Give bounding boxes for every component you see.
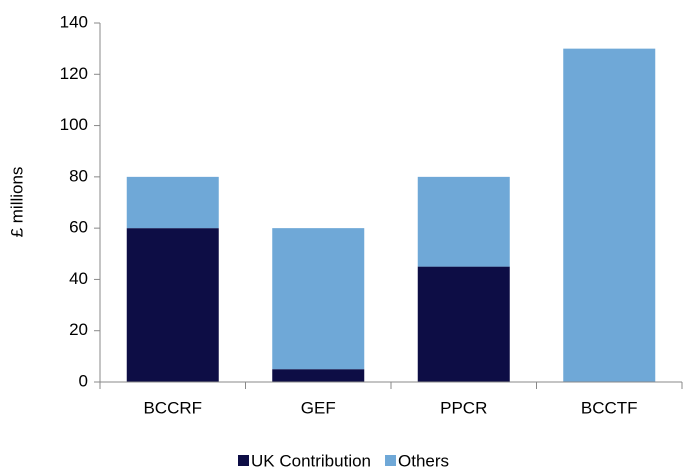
bar-segment (126, 176, 219, 229)
legend-swatch (385, 455, 397, 466)
bar-segment (272, 369, 365, 382)
x-tick-label: GEF (301, 398, 336, 417)
bar-segment (417, 176, 510, 267)
legend-swatch (238, 455, 249, 466)
bar-segment (272, 228, 365, 370)
x-tick-label: PPCR (440, 398, 487, 417)
y-tick-label: 40 (69, 269, 88, 288)
bar-segment (417, 266, 510, 382)
y-tick-label: 0 (79, 371, 88, 390)
y-tick-label: 60 (69, 218, 88, 237)
y-axis-label: £ millions (7, 167, 26, 238)
bar-segment (126, 228, 219, 382)
legend-label: Others (398, 451, 449, 470)
y-tick-label: 100 (60, 115, 88, 134)
legend-label: UK Contribution (251, 451, 371, 470)
y-tick-label: 140 (60, 12, 88, 31)
x-tick-label: BCCRF (143, 398, 202, 417)
x-tick-label: BCCTF (581, 398, 638, 417)
y-tick-label: 120 (60, 64, 88, 83)
y-tick-label: 20 (69, 320, 88, 339)
bar-segment (563, 48, 656, 383)
y-tick-label: 80 (69, 166, 88, 185)
